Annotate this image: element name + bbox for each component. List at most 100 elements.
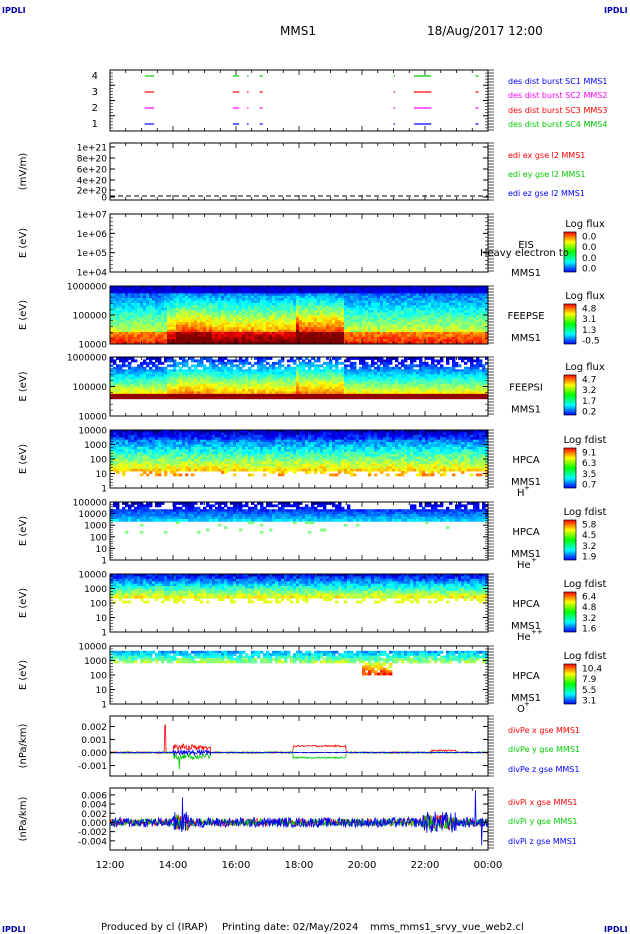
spectrogram-cell: [188, 371, 192, 375]
spectrogram-cell: [221, 302, 225, 306]
spectrogram-cell: [374, 388, 378, 392]
spectrogram-cell: [131, 391, 135, 395]
spectrogram-cell: [275, 369, 279, 373]
spectrogram-cell: [110, 310, 114, 313]
spectrogram-cell: [458, 300, 462, 304]
spectrogram-cell: [149, 317, 153, 321]
spectrogram-cell: [242, 364, 246, 368]
spectrogram-cell: [134, 295, 138, 299]
spectrogram-cell: [236, 319, 240, 323]
spectrogram-cell: [353, 319, 357, 323]
spectrogram-cell: [287, 366, 291, 370]
spectrogram-cell: [203, 371, 207, 375]
spectrogram-cell: [449, 341, 453, 345]
spectrogram-cell: [233, 391, 237, 395]
spectrogram-cell: [314, 371, 318, 375]
spectrogram-cell: [335, 312, 339, 316]
spectrogram-cell: [140, 374, 144, 378]
spectrogram-cell: [242, 396, 246, 400]
spectrogram-cell: [170, 295, 174, 299]
spectrogram-cell: [341, 336, 345, 340]
spectrogram-cell: [350, 324, 354, 328]
spectrogram-cell: [482, 327, 486, 330]
spectrogram-cell: [218, 295, 222, 299]
spectrogram-cell: [236, 379, 240, 382]
spectrogram-cell: [446, 286, 450, 289]
spectrogram-cell: [482, 310, 486, 313]
spectrogram-cell: [473, 327, 477, 330]
spectrogram-cell: [146, 386, 150, 390]
spectrogram-cell: [116, 312, 120, 316]
spectrogram-cell: [236, 293, 240, 297]
spectrogram-cell: [344, 298, 348, 301]
spectrogram-cell: [188, 290, 192, 294]
spectrogram-cell: [395, 374, 399, 378]
spectrogram-cell: [110, 364, 114, 368]
spectrogram-cell: [191, 310, 195, 313]
spectrogram-cell: [233, 298, 237, 301]
spectrogram-cell: [362, 364, 366, 368]
colorbar-tick-label: 0.0: [582, 243, 597, 253]
y-tick-label: 1e+04: [77, 269, 108, 279]
spectrogram-cell: [449, 315, 453, 318]
spectrogram-cell: [317, 341, 321, 345]
spectrogram-cell: [227, 288, 231, 292]
spectrogram-cell: [143, 286, 147, 289]
spectrogram-cell: [308, 288, 312, 292]
spectrogram-cell: [140, 384, 144, 387]
spectrogram-cell: [239, 336, 243, 340]
spectrogram-cell: [365, 286, 369, 289]
spectrogram-cell: [365, 364, 369, 368]
spectrogram-cell: [113, 366, 117, 370]
spectrogram-cell: [470, 329, 474, 333]
spectrogram-cell: [194, 381, 198, 385]
spectrogram-cell: [482, 288, 486, 292]
spectrogram-cell: [419, 331, 423, 335]
spectrogram-cell: [299, 293, 303, 297]
spectrogram-cell: [176, 379, 180, 382]
spectrogram-cell: [434, 339, 438, 342]
spectrogram-cell: [413, 307, 417, 311]
spectrogram-cell: [359, 286, 363, 289]
spectrogram-cell: [161, 334, 165, 338]
spectrogram-cell: [281, 334, 285, 338]
spectrogram-cell: [131, 295, 135, 299]
spectrogram-cell: [344, 341, 348, 345]
spectrogram-cell: [212, 391, 216, 395]
spectrogram-cell: [119, 331, 123, 335]
spectrogram-cell: [203, 293, 207, 297]
spectrogram-cell: [479, 298, 483, 301]
spectrogram-cell: [134, 334, 138, 338]
spectrogram-cell: [176, 305, 180, 309]
spectrogram-cell: [449, 300, 453, 304]
spectrogram-cell: [485, 312, 489, 316]
spectrogram-cell: [329, 300, 333, 304]
spectrogram-cell: [404, 329, 408, 333]
spectrogram-cell: [158, 300, 162, 304]
spectrogram-cell: [284, 384, 288, 387]
spectrogram-cell: [386, 322, 390, 326]
spectrogram-cell: [320, 293, 324, 297]
spectrogram-cell: [218, 305, 222, 309]
spectrogram-cell: [263, 293, 267, 297]
spectrogram-cell: [134, 339, 138, 342]
spectrogram-cell: [308, 322, 312, 326]
spectrogram-cell: [299, 295, 303, 299]
spectrogram-cell: [275, 290, 279, 294]
spectrogram-cell: [227, 312, 231, 316]
spectrogram-cell: [371, 376, 375, 380]
spectrogram-cell: [275, 302, 279, 306]
spectrogram-cell: [242, 379, 246, 382]
spectrogram-cell: [431, 288, 435, 292]
spectrogram-cell: [380, 386, 384, 390]
spectrogram-cell: [374, 295, 378, 299]
spectrogram-cell: [170, 324, 174, 328]
spectrogram-cell: [332, 315, 336, 318]
spectrogram-cell: [317, 317, 321, 321]
spectrogram-cell: [209, 396, 213, 400]
spectrogram-cell: [389, 374, 393, 378]
spectrogram-cell: [398, 286, 402, 289]
spectrogram-cell: [140, 336, 144, 340]
spectrogram-cell: [422, 341, 426, 345]
spectrogram-cell: [374, 329, 378, 333]
